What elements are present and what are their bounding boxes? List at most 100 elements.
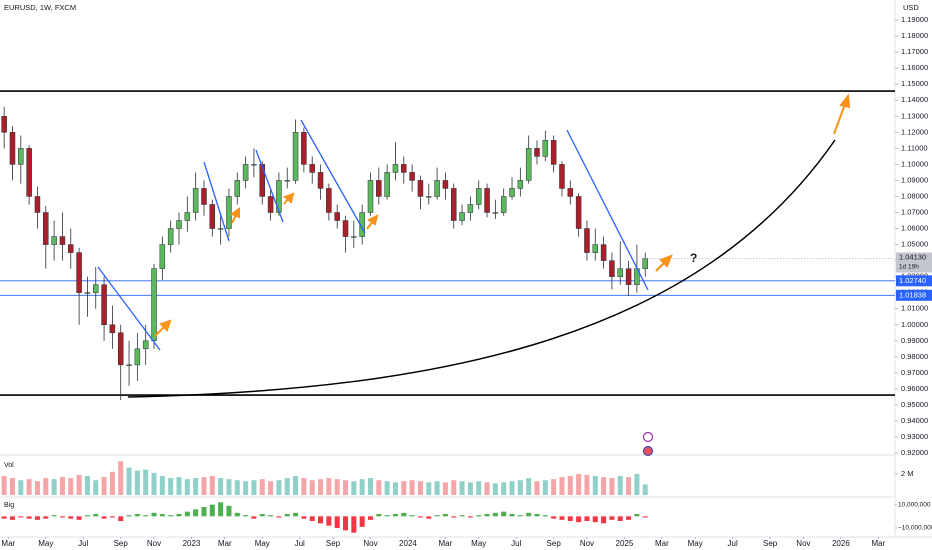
x-tick-label: 2025	[616, 539, 634, 548]
candle-body	[209, 204, 216, 229]
x-tick-label: 2026	[832, 539, 850, 548]
trendline	[300, 119, 366, 234]
x-tick-label: Mar	[1, 539, 15, 548]
y-tick-label: 1.05000	[901, 240, 928, 249]
indicator-bar	[201, 507, 207, 517]
candle-body	[201, 188, 207, 205]
arrow-head	[159, 319, 172, 332]
candle-body	[1, 116, 7, 133]
candle-body	[184, 212, 191, 221]
x-tick-label: Nov	[580, 539, 594, 548]
candle-body	[409, 172, 415, 181]
volume-bar	[251, 480, 257, 495]
event-icon[interactable]	[642, 445, 654, 457]
arrow-head	[659, 254, 673, 268]
volume-bar	[459, 481, 465, 495]
indicator-bar	[43, 516, 49, 519]
drawings: ?	[97, 93, 851, 457]
price-line-badge	[896, 275, 932, 287]
indicator-bar	[184, 511, 190, 517]
y-tick-label: 1.07000	[901, 207, 928, 216]
candle-body	[559, 164, 565, 189]
indicator-bar	[126, 515, 132, 517]
indicator-bar	[526, 512, 532, 517]
y-tick-label: 0.98000	[901, 352, 928, 361]
volume-bar	[442, 482, 448, 495]
indicator-bar	[634, 514, 640, 517]
candle-body	[401, 164, 407, 173]
candle-body	[459, 212, 465, 221]
x-tick-label: May	[688, 539, 703, 548]
volume-bar	[84, 476, 90, 495]
arrow-head	[229, 207, 240, 219]
candle-body	[550, 140, 557, 165]
candle-body	[9, 132, 16, 165]
indicator-bar	[293, 512, 299, 517]
candle-body	[367, 180, 374, 213]
volume-bar	[542, 480, 548, 495]
price-line-badge	[896, 289, 932, 301]
candle-body	[376, 180, 382, 197]
indicator-bar	[193, 509, 199, 517]
volume-bar	[168, 478, 174, 495]
candle-body	[242, 164, 249, 181]
volume-bar	[1, 476, 7, 495]
indicator-bar	[134, 514, 140, 517]
indicator-bar	[343, 516, 349, 531]
indicator-bar	[176, 514, 182, 517]
indicator-bar	[367, 516, 373, 520]
indicator-bar	[451, 516, 457, 518]
candle-body	[126, 364, 132, 366]
volume-bar	[592, 476, 598, 495]
volume-bar	[34, 481, 40, 495]
currency-label: USD	[903, 3, 919, 12]
indicator-bar	[609, 516, 615, 520]
candle-body	[301, 132, 307, 165]
volume-bar	[434, 481, 440, 495]
y-tick-label: 0.94000	[901, 416, 928, 425]
volume-bar	[134, 470, 140, 495]
volume-bar	[501, 482, 507, 495]
volume-bar	[176, 477, 182, 495]
candle-body	[267, 196, 274, 213]
candle-body	[217, 228, 224, 230]
candle-body	[317, 172, 324, 189]
indicator-bar	[218, 502, 224, 517]
candle-body	[234, 180, 241, 197]
trendline	[566, 129, 649, 291]
candle-body	[542, 140, 549, 157]
volume-bar	[617, 476, 623, 495]
candle-body	[434, 180, 440, 197]
indicator-bar	[243, 515, 249, 517]
volume-bar	[126, 467, 132, 495]
volume-bar	[209, 476, 215, 495]
candle-body	[567, 188, 574, 197]
indicator-bar	[1, 516, 7, 519]
candle-body	[351, 236, 357, 238]
volume-bar	[409, 480, 415, 495]
volume-bar	[626, 477, 632, 495]
x-tick-label: Mar	[871, 539, 885, 548]
volume-bar	[118, 461, 124, 495]
candle-body	[167, 228, 174, 245]
candle-body	[326, 188, 332, 213]
volume-bar	[159, 476, 165, 495]
event-icon[interactable]	[642, 431, 654, 443]
volume-bar	[484, 482, 490, 495]
volume-bar	[243, 481, 249, 495]
x-tick-label: Jul	[728, 539, 738, 548]
indicator-bar	[392, 514, 398, 517]
candle-body	[76, 252, 82, 293]
candle-body	[259, 164, 266, 197]
candle-body	[442, 180, 449, 189]
candle-body	[534, 148, 540, 157]
volume-bar	[451, 480, 457, 495]
annotation: ?	[690, 251, 697, 265]
volume-label: Vol	[4, 462, 14, 469]
x-tick-label: Nov	[363, 539, 377, 548]
volume-bar	[143, 469, 149, 495]
volume-bar	[109, 471, 115, 495]
volume-bar	[276, 480, 282, 495]
indicator-tick-label: −10,000,000	[898, 525, 932, 532]
indicator-bar	[576, 516, 582, 523]
